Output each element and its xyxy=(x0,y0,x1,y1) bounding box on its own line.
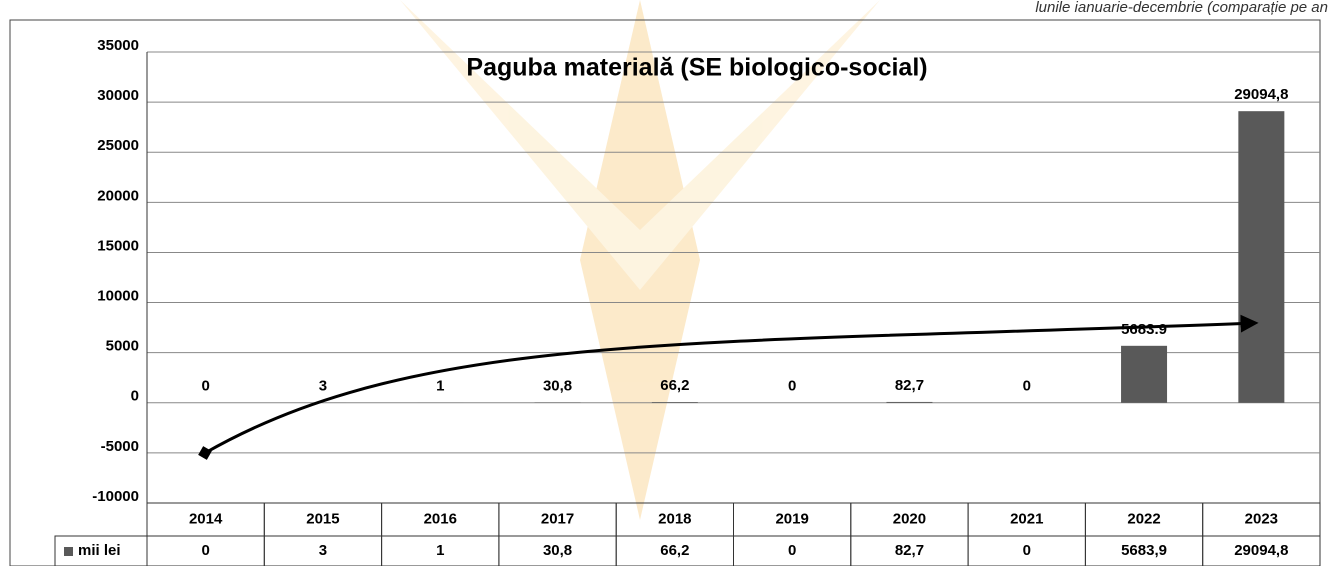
legend-label: mii lei xyxy=(78,542,121,559)
x-tick-label: 2023 xyxy=(1245,510,1278,527)
x-tick-label: 2022 xyxy=(1127,510,1160,527)
bar xyxy=(1238,111,1285,403)
data-label: 0 xyxy=(1023,378,1031,395)
x-tick-label: 2021 xyxy=(1010,510,1043,527)
data-label: 66,2 xyxy=(660,377,689,394)
x-tick-label: 2017 xyxy=(541,510,574,527)
y-tick-label: 15000 xyxy=(97,237,139,254)
data-label: 30,8 xyxy=(543,377,572,394)
table-value: 66,2 xyxy=(660,542,689,559)
table-value: 1 xyxy=(436,542,444,559)
y-tick-label: -10000 xyxy=(92,488,139,505)
data-label: 3 xyxy=(319,378,327,395)
x-tick-label: 2019 xyxy=(775,510,808,527)
watermark xyxy=(400,0,880,520)
table-value: 5683,9 xyxy=(1121,542,1167,559)
table-value: 0 xyxy=(201,542,209,559)
trend-start xyxy=(198,446,212,460)
bar xyxy=(886,401,933,403)
y-tick-label: 10000 xyxy=(97,288,139,305)
y-tick-label: 20000 xyxy=(97,187,139,204)
subtitle: lunile ianuarie-decembrie (comparație pe… xyxy=(1035,0,1328,16)
table-value: 0 xyxy=(1023,542,1031,559)
table-value: 30,8 xyxy=(543,542,572,559)
data-label: 1 xyxy=(436,378,444,395)
table-cell xyxy=(1202,535,1321,566)
bar xyxy=(651,402,698,403)
x-tick-label: 2014 xyxy=(189,510,223,527)
x-tick-label: 2016 xyxy=(424,510,457,527)
table-value: 3 xyxy=(319,542,327,559)
table-value: 82,7 xyxy=(895,542,924,559)
y-tick-label: 35000 xyxy=(97,37,139,54)
bar xyxy=(1121,345,1168,403)
y-tick-label: 0 xyxy=(131,388,139,405)
data-label: 5683.9 xyxy=(1121,321,1167,338)
y-tick-label: 5000 xyxy=(106,338,139,355)
data-label: 0 xyxy=(788,378,796,395)
x-tick-label: 2015 xyxy=(306,510,339,527)
y-tick-label: 25000 xyxy=(97,137,139,154)
trend-arrow xyxy=(204,314,1259,455)
table-value: 29094,8 xyxy=(1234,542,1288,559)
plot: -10000-500005000100001500020000250003000… xyxy=(54,37,1321,566)
data-label: 82,7 xyxy=(895,377,924,394)
y-tick-label: -5000 xyxy=(101,438,139,455)
chart-title: Paguba materială (SE biologico-social) xyxy=(466,54,927,82)
legend-swatch xyxy=(64,547,73,556)
chart-frame xyxy=(9,19,1321,566)
data-label: 0 xyxy=(201,378,209,395)
x-tick-label: 2020 xyxy=(893,510,926,527)
x-tick-label: 2018 xyxy=(658,510,691,527)
data-label: 29094,8 xyxy=(1234,86,1288,103)
y-tick-label: 30000 xyxy=(97,87,139,104)
table-value: 0 xyxy=(788,542,796,559)
